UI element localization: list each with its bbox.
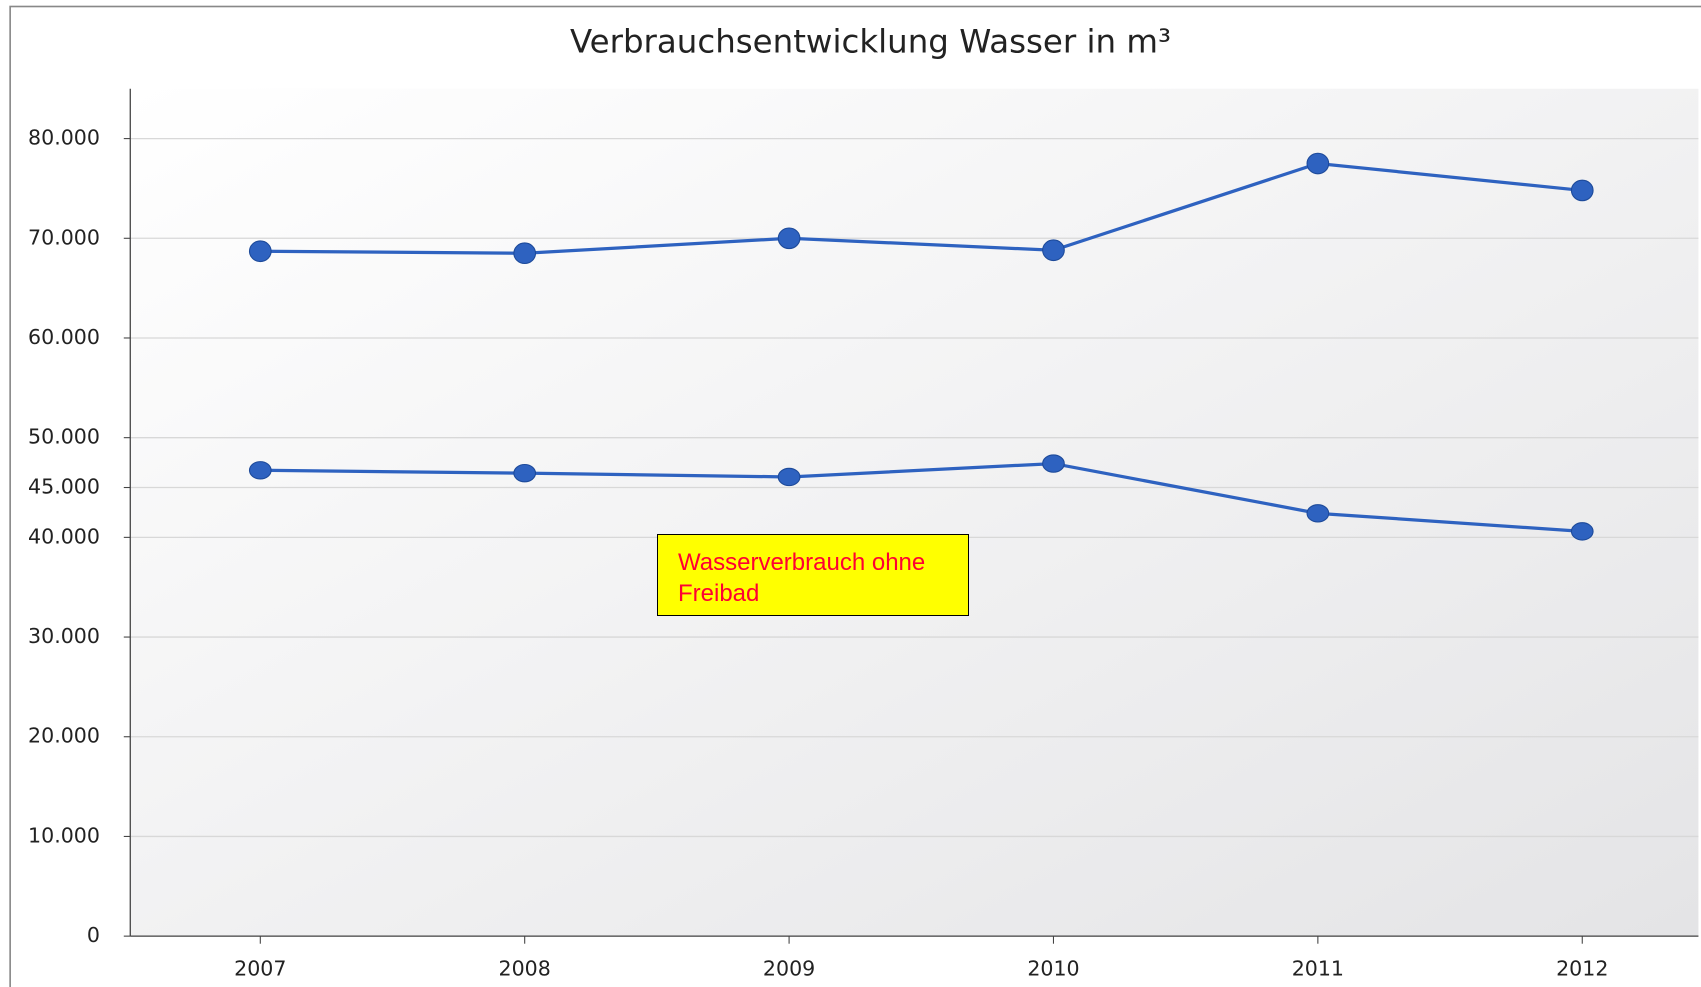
x-tick-label: 2009 [763,957,815,981]
data-point [1306,152,1330,175]
y-tick-label: 70.000 [28,225,100,249]
x-tick-label: 2007 [234,957,286,981]
data-point [248,240,272,263]
annotation: Wasserverbrauch ohne Freibad [657,534,969,616]
data-point [777,227,801,250]
data-point [1306,504,1330,523]
series-line [260,161,1583,255]
x-tick-label: 2010 [1027,957,1079,981]
y-tick-label: 40.000 [28,524,100,548]
x-tick-label: 2008 [499,957,551,981]
x-tick-label: 2012 [1556,957,1608,981]
y-tick-label: 20.000 [28,724,100,748]
y-tick-label: 0 [87,923,100,947]
data-point [248,461,272,480]
chart-title: Verbrauchsentwicklung Wasser in m³ [570,22,1171,60]
y-tick-label: 45.000 [28,475,100,499]
data-point [513,242,537,265]
x-tick-label: 2011 [1292,957,1344,981]
data-point [1570,179,1594,202]
data-point [1570,522,1594,541]
y-tick-label: 50.000 [28,425,100,449]
y-tick-label: 60.000 [28,325,100,349]
data-point [513,463,537,483]
series-line [260,461,1583,534]
y-tick-label: 30.000 [28,624,100,648]
plot-area [130,88,1699,937]
y-tick-label: 80.000 [28,126,100,150]
data-point [1042,239,1065,262]
y-tick-label: 10.000 [28,823,100,847]
data-point [1042,454,1065,473]
data-point [777,467,801,487]
